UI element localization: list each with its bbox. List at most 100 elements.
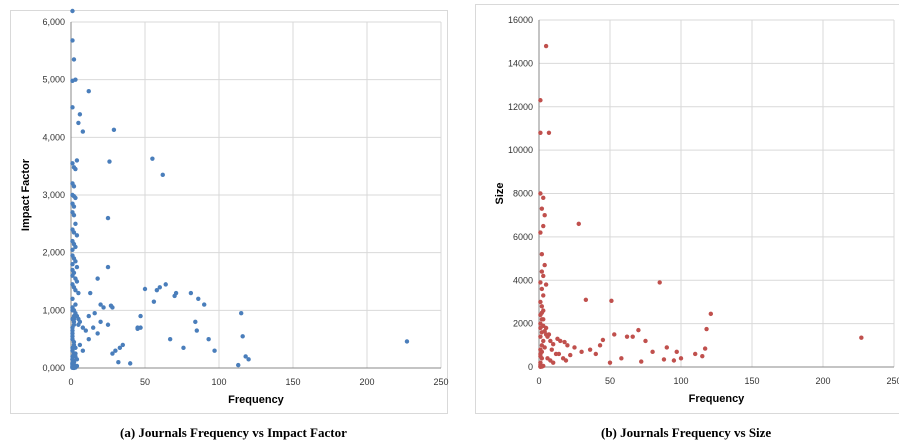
chart-b-point: [546, 332, 552, 337]
chart-b-point: [671, 358, 677, 363]
chart-a-point: [117, 345, 123, 351]
chart-b-point: [630, 334, 635, 339]
chart-b-point: [568, 352, 573, 358]
chart-a-point: [138, 313, 143, 319]
chart-a: 0 50 100 150 200 250 0,000 1,000 2,000 3,000 4,000…: [20, 8, 449, 406]
chart-b-point: [551, 342, 556, 347]
chart-b-point: [661, 357, 667, 362]
chart-b-x-tick-label: 200: [815, 376, 830, 386]
chart-a-x-tick-label: 50: [140, 377, 150, 387]
chart-a-point: [91, 325, 96, 330]
chart-a-y-tick-label: 5,000: [42, 75, 65, 85]
chart-b-point: [543, 282, 549, 287]
chart-b-point: [548, 338, 553, 344]
chart-a-point: [76, 316, 81, 322]
chart-a-point: [135, 325, 140, 330]
chart-a-x-tick-label: 100: [211, 377, 226, 387]
chart-a-point: [71, 230, 77, 235]
chart-a-point: [71, 184, 77, 189]
chart-b-point: [538, 191, 543, 196]
chart-b-point: [541, 317, 546, 322]
chart-a-point: [167, 336, 173, 342]
chart-b-point: [555, 336, 560, 342]
chart-a-point: [95, 331, 100, 336]
chart-b-point: [543, 43, 549, 49]
chart-b-gridlines: [538, 19, 895, 368]
chart-a-point: [110, 351, 115, 356]
chart-a-y-axis-title: Impact Factor: [20, 158, 32, 231]
chart-b-point: [609, 298, 614, 304]
chart-a-point: [181, 345, 186, 351]
chart-b-point: [539, 330, 545, 335]
chart-b-point: [664, 345, 669, 350]
chart-b-point: [583, 297, 589, 302]
chart-b-point: [539, 286, 545, 292]
chart-b-point: [700, 353, 705, 359]
chart-b-x-tick-label: 150: [744, 376, 759, 386]
chart-a-point: [73, 221, 78, 227]
chart-a-y-tick-label: 1,000: [42, 305, 65, 315]
chart-b-point: [556, 351, 562, 357]
chart-a-point: [73, 166, 78, 172]
chart-a-point: [128, 361, 133, 366]
chart-a-point: [86, 89, 91, 94]
chart-a-point: [196, 296, 201, 301]
chart-a-point: [202, 302, 207, 307]
chart-b-point: [541, 293, 546, 298]
chart-b-point: [579, 349, 584, 355]
chart-a-point: [70, 161, 75, 166]
chart-b-point: [538, 334, 543, 339]
chart-a-point: [212, 348, 217, 353]
chart-b-point: [539, 349, 545, 355]
chart-b-y-tick-label: 14000: [508, 58, 533, 68]
chart-a-point: [98, 319, 103, 325]
chart-a-x-tick-label: 150: [285, 377, 300, 387]
chart-b-point: [551, 360, 556, 365]
chart-b-point: [542, 262, 547, 268]
chart-b-point: [619, 356, 624, 361]
chart-b-point: [538, 299, 543, 305]
chart-b-point: [624, 334, 630, 339]
chart-a-point: [73, 287, 78, 293]
chart-b-point: [538, 325, 543, 331]
chart-a-point: [70, 316, 75, 322]
chart-a-point: [193, 319, 198, 325]
chart-a-y-tick-label: 6,000: [42, 17, 65, 27]
chart-a-point: [71, 204, 77, 209]
chart-a-point: [172, 293, 177, 299]
chart-b-point: [549, 347, 554, 352]
chart-a-point: [404, 339, 410, 344]
chart-b-point: [539, 310, 545, 315]
chart-a-point: [77, 342, 83, 348]
chart-a-panel: 0 50 100 150 200 250 0,000 1,000 2,000 3,000 4,000…: [10, 8, 449, 414]
chart-b-point: [565, 343, 570, 348]
chart-a-x-tick-label: 200: [359, 377, 374, 387]
chart-a-point: [70, 273, 75, 278]
chart-a-point: [70, 78, 75, 84]
chart-a-point: [105, 264, 111, 270]
chart-a-point: [74, 279, 80, 284]
chart-b-point: [587, 347, 593, 352]
chart-a-point: [150, 156, 155, 161]
chart-a-point: [71, 322, 77, 327]
chart-b-point: [612, 332, 617, 337]
chart-a-point: [70, 296, 75, 301]
chart-a-point: [70, 345, 75, 351]
chart-a-x-tick-label: 250: [433, 377, 448, 387]
chart-b-panel: 0 50 100 150 200 250 0 2000 4000 6000 8000 10000 120…: [475, 4, 899, 414]
chart-a-gridlines: [70, 21, 442, 369]
chart-a-point: [88, 290, 93, 296]
chart-a-point: [105, 215, 111, 221]
chart-b-point: [572, 345, 577, 350]
chart-a-point: [70, 262, 75, 267]
chart-a-y-tick-label: 3,000: [42, 190, 65, 200]
chart-b-point: [543, 325, 549, 331]
chart-b-point: [539, 206, 545, 211]
chart-b-point: [539, 252, 545, 257]
chart-a-point: [92, 311, 97, 316]
chart-a-y-tick-label: 2,000: [42, 248, 65, 258]
chart-b-point: [538, 280, 543, 285]
chart-b-point: [562, 339, 567, 345]
chart-b-point: [542, 345, 547, 350]
chart-b-x-tick-label: 250: [886, 376, 899, 386]
